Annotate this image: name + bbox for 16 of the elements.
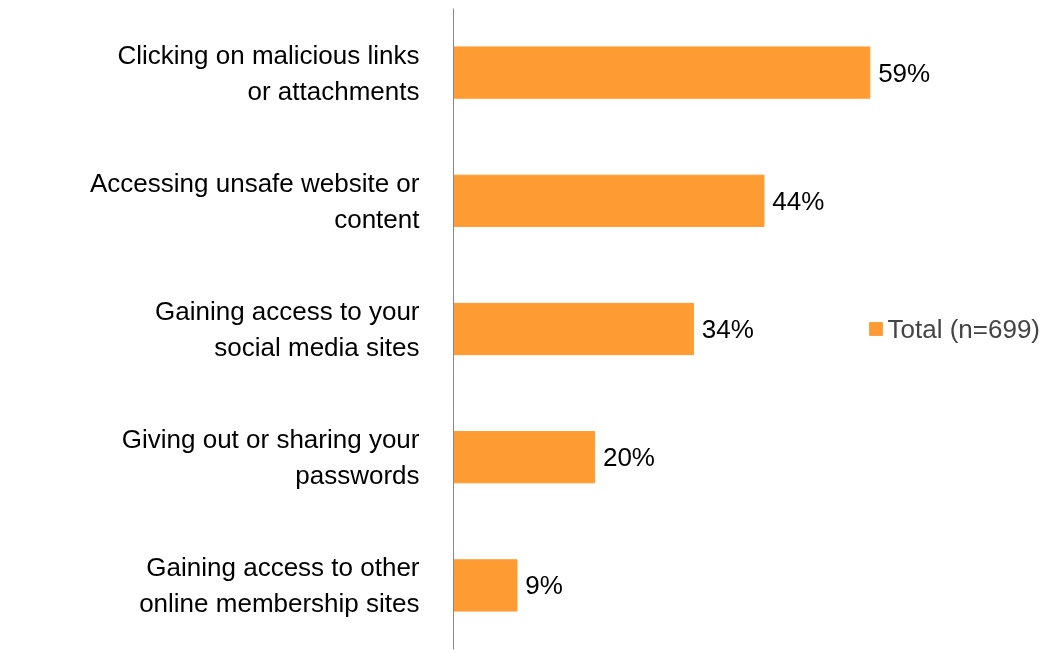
y-tick-label: Giving out or sharing your passwords bbox=[121, 424, 420, 491]
y-tick-label: Gaining access to other online membership sites bbox=[139, 552, 420, 619]
y-tick-label: Clicking on malicious links or attachments bbox=[117, 39, 420, 106]
bar bbox=[453, 431, 596, 484]
data-label: 44% bbox=[772, 185, 825, 216]
y-tick-label: Gaining access to your social media sites bbox=[155, 296, 420, 362]
bar bbox=[453, 302, 694, 356]
y-tick-label: Accessing unsafe website or content bbox=[89, 167, 421, 234]
bar bbox=[453, 174, 765, 227]
data-label: 9% bbox=[525, 570, 563, 601]
data-label: 20% bbox=[602, 442, 655, 473]
data-label: 34% bbox=[701, 314, 754, 344]
legend-label: Total (n=699) bbox=[887, 313, 1040, 344]
bar bbox=[453, 559, 518, 612]
bar bbox=[453, 46, 871, 99]
data-label: 59% bbox=[878, 57, 931, 88]
